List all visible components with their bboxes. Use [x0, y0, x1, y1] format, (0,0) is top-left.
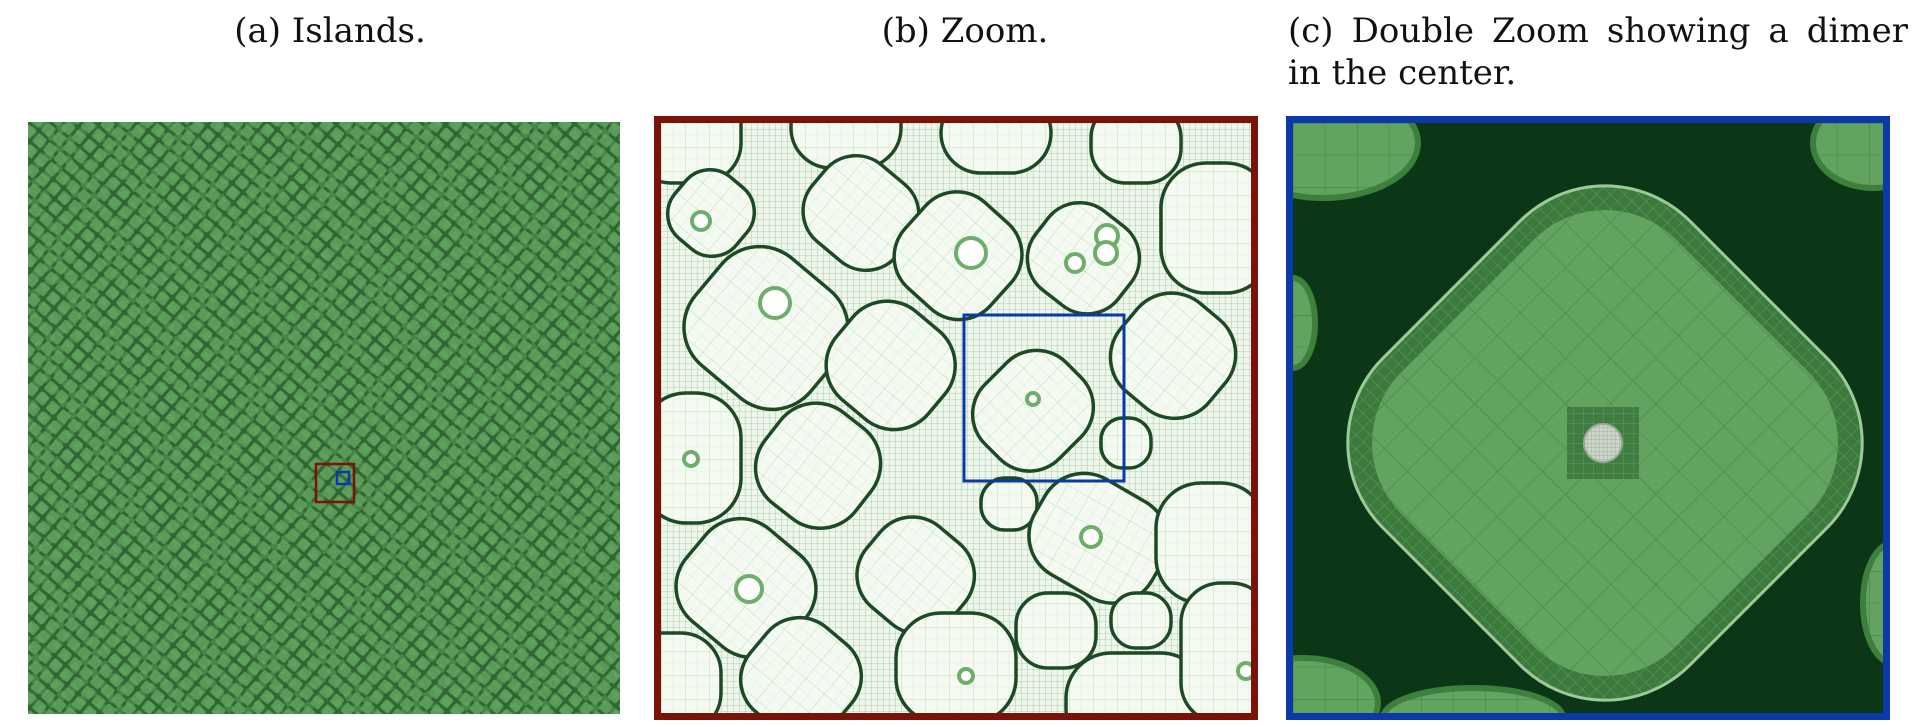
- double-zoom-region-box: [962, 313, 1126, 483]
- caption-zoom: (b) Zoom.: [881, 11, 1049, 51]
- zoom-region-red-box: [314, 462, 356, 504]
- islands-panel: [28, 122, 620, 714]
- caption-islands: (a) Islands.: [234, 11, 426, 51]
- vacancy-holes: [682, 210, 1251, 685]
- double-zoom-panel: [1286, 116, 1890, 720]
- island-blobs: [661, 123, 1251, 713]
- zoom-panel: [654, 116, 1258, 720]
- corner-islands: [1293, 123, 1883, 713]
- dimer: [1567, 407, 1639, 479]
- zoom-region-blue-box: [335, 470, 351, 486]
- caption-double-zoom: (c) Double Zoom showing a dimer in the c…: [1288, 11, 1908, 93]
